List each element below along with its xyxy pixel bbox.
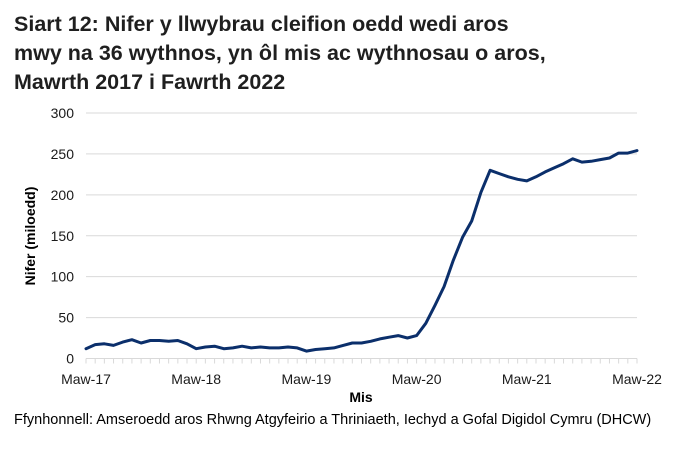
- chart-title-line-3: Mawrth 2017 i Fawrth 2022: [14, 70, 286, 94]
- x-tick-label: Maw-19: [282, 371, 332, 387]
- y-tick-label: 150: [51, 228, 75, 244]
- source-note: Ffynhonnell: Amseroedd aros Rhwng Atgyfe…: [14, 412, 652, 428]
- x-axis-tick-labels: Maw-17 Maw-18 Maw-19 Maw-20 Maw-21 Maw-22: [61, 371, 662, 387]
- x-tick-label: Maw-18: [171, 371, 221, 387]
- chart-title: Siart 12: Nifer y llwybrau cleifion oedd…: [14, 10, 674, 97]
- chart-title-line-2: mwy na 36 wythnos, yn ôl mis ac wythnosa…: [14, 41, 546, 65]
- y-axis-title: Nifer (miloedd): [22, 187, 38, 286]
- x-axis-title: Mis: [349, 389, 373, 405]
- x-axis: [85, 358, 638, 364]
- y-tick-label: 50: [58, 310, 74, 326]
- gridlines: [86, 112, 637, 319]
- y-tick-label: 200: [51, 187, 75, 203]
- data-line: [84, 149, 639, 353]
- x-tick-label: Maw-17: [61, 371, 111, 387]
- chart-title-line-1: Siart 12: Nifer y llwybrau cleifion oedd…: [14, 12, 509, 36]
- y-tick-label: 300: [51, 105, 75, 121]
- y-tick-label: 250: [51, 146, 75, 162]
- x-tick-label: Maw-22: [612, 371, 662, 387]
- y-axis-ticks: 0 50 100 150 200 250 300: [51, 105, 75, 367]
- x-tick-label: Maw-21: [502, 371, 552, 387]
- y-tick-label: 100: [51, 269, 75, 285]
- x-tick-label: Maw-20: [392, 371, 442, 387]
- y-tick-label: 0: [66, 351, 74, 367]
